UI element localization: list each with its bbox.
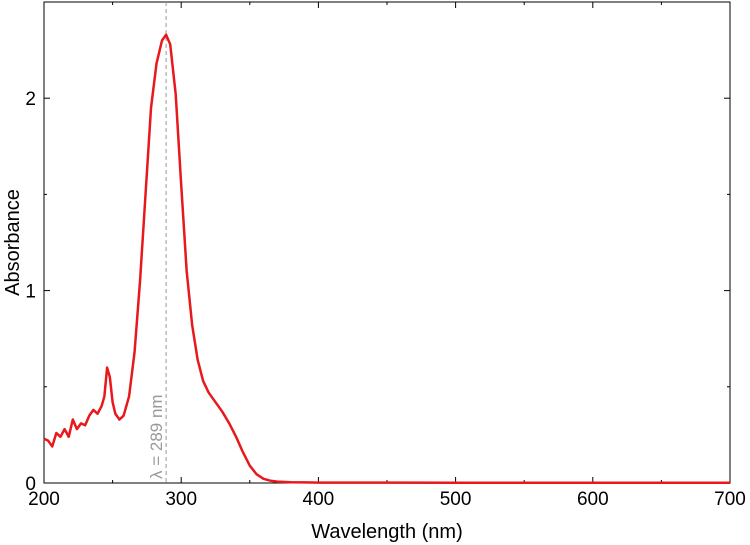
- x-tick-label: 600: [577, 489, 609, 510]
- x-tick-label: 700: [714, 489, 746, 510]
- x-tick-label: 400: [303, 489, 335, 510]
- x-tick-label: 500: [440, 489, 472, 510]
- x-axis-ticks: 200 300 400 500 600 700: [28, 2, 746, 510]
- y-tick-label: 2: [25, 89, 36, 110]
- x-tick-label: 300: [165, 489, 197, 510]
- y-axis-ticks: 0 1 2: [25, 89, 730, 495]
- x-axis-title: Wavelength (nm): [311, 521, 463, 543]
- spectrum-series-line: [43, 33, 730, 485]
- y-tick-label: 1: [25, 282, 36, 303]
- x-tick-label: 200: [28, 489, 60, 510]
- y-tick-label: 0: [25, 474, 36, 495]
- peak-wavelength-label: λ = 289 nm: [147, 394, 166, 479]
- y-axis-title: Absorbance: [2, 189, 24, 296]
